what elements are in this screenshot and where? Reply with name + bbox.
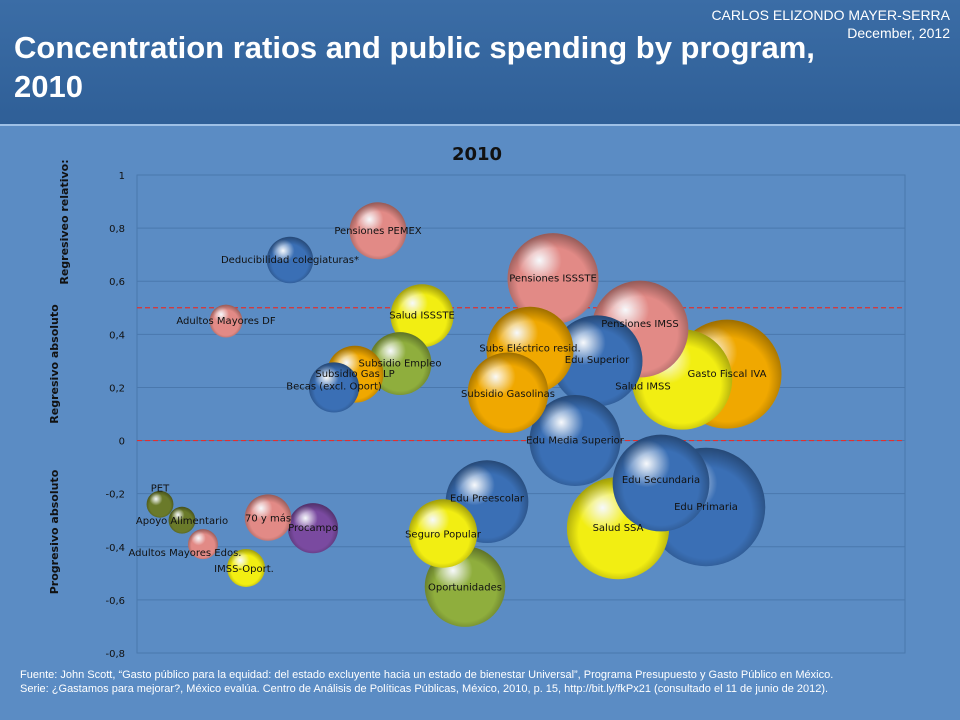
bubble-label: Pensiones PEMEX xyxy=(334,226,421,237)
source-note: Fuente: John Scott, “Gasto público para … xyxy=(20,668,950,696)
y-tick-label: -0,4 xyxy=(105,543,125,554)
bubble-label: Pensiones IMSS xyxy=(601,319,678,330)
slide-title: Concentration ratios and public spending… xyxy=(14,30,815,104)
bubble xyxy=(551,315,643,407)
bubble xyxy=(287,503,339,554)
bubble-label: Pensiones ISSSTE xyxy=(509,274,597,285)
bubble-label: PET xyxy=(151,483,170,494)
bubble xyxy=(612,434,710,532)
bubble xyxy=(266,236,314,284)
bubble xyxy=(308,362,360,413)
chart-area: 2010 1 0,8 0,6 0,4 0,2 0 -0,2 -0,4 -0,6 -0,8 Regr… xyxy=(0,124,960,664)
zone-label: Regresiveo relativo: xyxy=(58,159,71,284)
bubble xyxy=(146,490,174,518)
series-line: Serie: ¿Gastamos para mejorar?, México e… xyxy=(20,683,829,695)
bubble xyxy=(408,499,478,568)
bubble-label: Becas (excl. Oport) xyxy=(286,381,382,392)
zone-label: Regresivo absoluto xyxy=(48,304,61,424)
y-tick-label: 0,2 xyxy=(109,383,125,394)
bubble-label: Subsidio Gasolinas xyxy=(461,389,555,400)
bubble-label: Adultos Mayores DF xyxy=(176,316,275,327)
bubble-label: Apoyo Alimentario xyxy=(136,516,228,527)
y-tick-label: -0,6 xyxy=(105,596,125,607)
bubble-label: Seguro Popular xyxy=(405,530,482,541)
bubble xyxy=(507,233,599,325)
bubble-label: Salud SSA xyxy=(593,523,644,534)
bubble xyxy=(368,332,432,396)
bubble xyxy=(244,494,292,541)
bubble xyxy=(209,304,243,338)
bubble-label: Edu Superior xyxy=(565,355,630,366)
bubble-label: Edu Media Superior xyxy=(526,436,625,447)
bubble xyxy=(529,395,621,487)
bubble-label: 70 y más xyxy=(245,513,291,525)
bubble-labels: Pensiones PEMEX Deducibilidad colegiatura… xyxy=(129,226,767,594)
bubble-label: Edu Preescolar xyxy=(450,494,525,505)
author-block: CARLOS ELIZONDO MAYER-SERRA December, 20… xyxy=(711,6,950,42)
bubble xyxy=(227,549,265,587)
bubble-label: Edu Secundaria xyxy=(622,475,700,486)
source-line: Fuente: John Scott, “Gasto público para … xyxy=(20,669,834,681)
bubble-label: Subsidio Gas LP xyxy=(315,369,394,380)
bubble xyxy=(168,506,196,534)
slide-header: CARLOS ELIZONDO MAYER-SERRA December, 20… xyxy=(0,0,960,126)
bubble-label: Subsidio Empleo xyxy=(359,359,442,370)
bubble xyxy=(349,202,407,260)
y-tick-labels: 1 0,8 0,6 0,4 0,2 0 -0,2 -0,4 -0,6 -0,8 xyxy=(105,171,125,660)
bubble-label: Salud IMSS xyxy=(615,381,670,392)
zone-label: Progresivo absoluto xyxy=(48,469,61,594)
bubble-label: Salud ISSSTE xyxy=(389,311,455,322)
y-tick-label: 0 xyxy=(119,437,125,448)
y-tick-label: -0,8 xyxy=(105,649,125,660)
author-name: CARLOS ELIZONDO MAYER-SERRA xyxy=(711,7,950,23)
bubble-chart: 2010 1 0,8 0,6 0,4 0,2 0 -0,2 -0,4 -0,6 -0,8 Regr… xyxy=(48,144,906,660)
bubble-label: Gasto Fiscal IVA xyxy=(688,369,767,380)
bubble xyxy=(390,284,454,348)
bubble-label: Edu Primaria xyxy=(674,502,738,513)
y-tick-label: 1 xyxy=(119,171,125,182)
bubble-label: IMSS-Oport. xyxy=(214,564,274,575)
y-tick-label: 0,4 xyxy=(109,330,125,341)
y-tick-label: -0,2 xyxy=(105,490,125,501)
bubble xyxy=(467,352,549,434)
date: December, 2012 xyxy=(847,25,950,41)
bubble-label: Subs Eléctrico resid. xyxy=(479,342,580,354)
bubble-label: Oportunidades xyxy=(428,583,502,594)
bubble-label: Adultos Mayores Edos. xyxy=(129,548,242,559)
chart-title: 2010 xyxy=(452,144,502,165)
bubble-label: Deducibilidad colegiaturas* xyxy=(221,255,359,266)
bubbles xyxy=(146,202,782,627)
bubble xyxy=(188,529,218,560)
y-tick-label: 0,6 xyxy=(109,277,125,288)
y-tick-label: 0,8 xyxy=(109,224,125,235)
zone-labels: Regresiveo relativo: Regresivo absoluto Pr… xyxy=(48,159,71,594)
bubble-label: Procampo xyxy=(288,523,338,534)
